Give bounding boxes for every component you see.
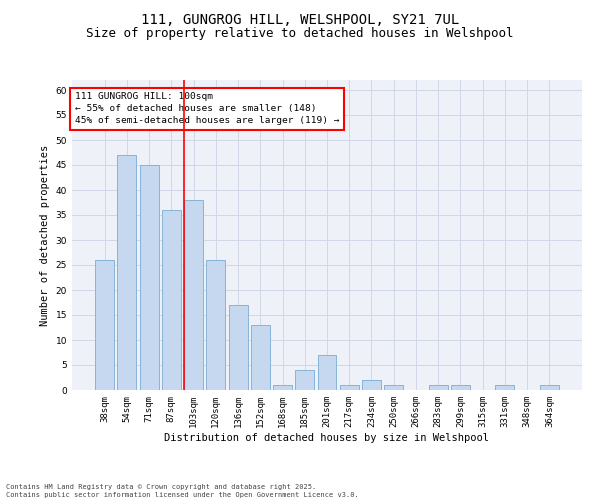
Text: 111 GUNGROG HILL: 100sqm
← 55% of detached houses are smaller (148)
45% of semi-: 111 GUNGROG HILL: 100sqm ← 55% of detach… (74, 92, 339, 125)
Text: Contains HM Land Registry data © Crown copyright and database right 2025.
Contai: Contains HM Land Registry data © Crown c… (6, 484, 359, 498)
Bar (162, 210, 181, 390)
Text: Size of property relative to detached houses in Welshpool: Size of property relative to detached ho… (86, 28, 514, 40)
Bar (340, 385, 359, 390)
Bar (118, 155, 136, 390)
Bar (451, 385, 470, 390)
X-axis label: Distribution of detached houses by size in Welshpool: Distribution of detached houses by size … (164, 432, 490, 442)
Bar (362, 380, 381, 390)
Bar (429, 385, 448, 390)
Bar (317, 355, 337, 390)
Bar (384, 385, 403, 390)
Bar (273, 385, 292, 390)
Y-axis label: Number of detached properties: Number of detached properties (40, 144, 50, 326)
Bar (251, 325, 270, 390)
Bar (229, 305, 248, 390)
Text: 111, GUNGROG HILL, WELSHPOOL, SY21 7UL: 111, GUNGROG HILL, WELSHPOOL, SY21 7UL (141, 12, 459, 26)
Bar (140, 165, 158, 390)
Bar (496, 385, 514, 390)
Bar (184, 200, 203, 390)
Bar (95, 260, 114, 390)
Bar (206, 260, 225, 390)
Bar (295, 370, 314, 390)
Bar (540, 385, 559, 390)
